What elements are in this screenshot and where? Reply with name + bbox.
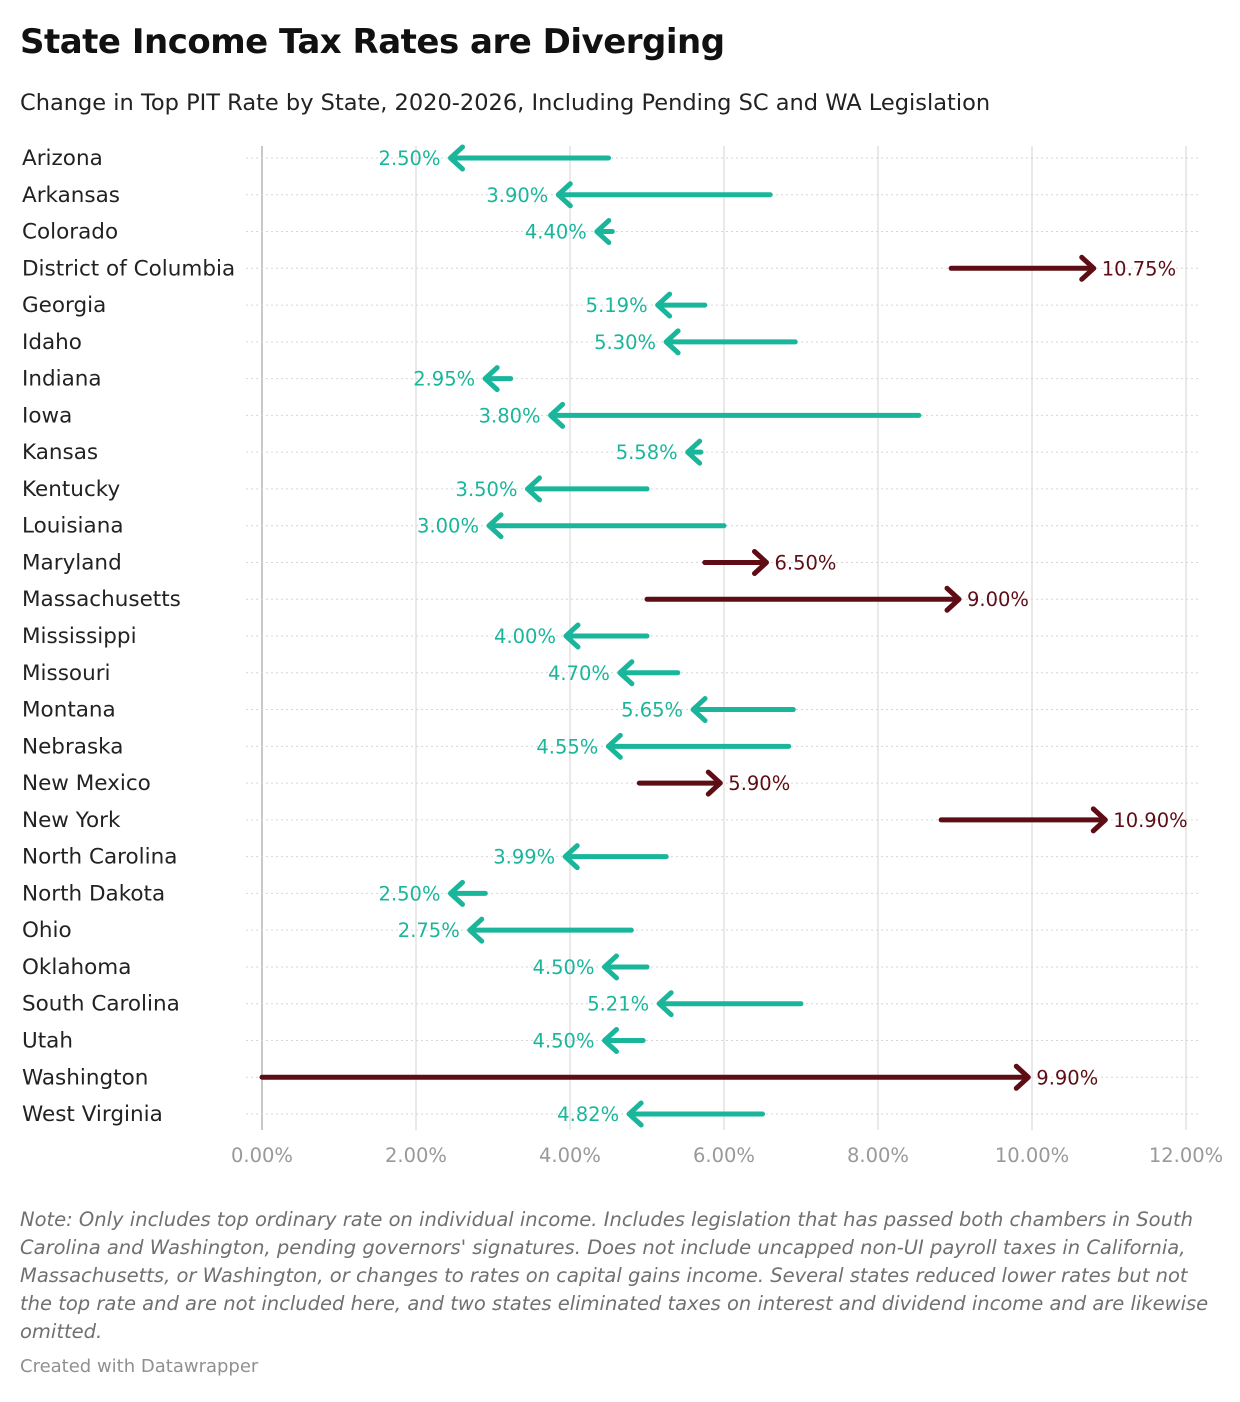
data-label: 4.50%	[533, 1029, 595, 1052]
x-axis: 0.00% 2.00% 4.00% 6.00% 8.00% 10.00% 12.00%	[231, 1144, 1223, 1167]
data-label: 4.70%	[548, 662, 610, 685]
arrow-head	[1013, 1063, 1031, 1091]
state-label: Kentucky	[22, 477, 120, 502]
arrow-head	[617, 659, 635, 687]
x-tick-label: 2.00%	[385, 1144, 447, 1167]
state-label: Louisiana	[22, 514, 124, 539]
arrow-head	[482, 365, 500, 393]
data-label: 4.50%	[533, 956, 595, 979]
data-label: 3.00%	[417, 515, 479, 538]
state-label: Massachusetts	[22, 587, 181, 612]
grid-lines	[246, 146, 1198, 1130]
state-label: Utah	[22, 1028, 73, 1053]
arrow-head	[602, 1026, 619, 1054]
arrow-head	[705, 769, 723, 797]
state-label: Iowa	[22, 403, 72, 428]
data-label: 9.00%	[967, 588, 1029, 611]
arrow-head	[656, 990, 674, 1018]
arrow-head	[602, 953, 619, 981]
state-label: District of Columbia	[22, 256, 235, 281]
arrow-head	[486, 512, 504, 540]
arrow-head	[563, 622, 581, 650]
data-label: 9.90%	[1036, 1066, 1098, 1089]
data-label: 2.50%	[379, 882, 441, 905]
data-label: 10.75%	[1102, 257, 1176, 280]
data-label: 4.55%	[536, 735, 598, 758]
x-tick-label: 4.00%	[539, 1144, 601, 1167]
chart-subtitle: Change in Top PIT Rate by State, 2020-20…	[20, 90, 991, 116]
state-label: Idaho	[22, 330, 82, 355]
state-label: West Virginia	[22, 1102, 163, 1127]
data-label: 4.40%	[525, 221, 587, 244]
data-label: 2.95%	[413, 368, 475, 391]
state-label: North Carolina	[22, 845, 177, 870]
arrow-head	[1090, 806, 1108, 834]
data-label: 5.30%	[594, 331, 656, 354]
arrow-head	[605, 732, 623, 760]
arrow-head	[548, 401, 566, 429]
state-label: New York	[22, 808, 121, 833]
state-label: Ohio	[22, 918, 72, 943]
arrow-head	[562, 843, 580, 871]
state-label: South Carolina	[22, 992, 180, 1017]
x-tick-label: 6.00%	[693, 1144, 755, 1167]
arrow-chart: Arizona 2.50% Arkansas 3.90% Colorado 4.40% Di…	[22, 144, 1223, 1167]
x-tick-label: 8.00%	[847, 1144, 909, 1167]
data-label: 2.75%	[398, 919, 460, 942]
arrow-head	[690, 696, 708, 724]
data-label: 3.90%	[486, 184, 548, 207]
state-label: Missouri	[22, 661, 111, 686]
arrow-head	[448, 879, 465, 907]
state-label: Maryland	[22, 550, 122, 575]
data-label: 5.90%	[728, 772, 790, 795]
data-label: 3.99%	[493, 846, 555, 869]
x-tick-label: 0.00%	[231, 1144, 293, 1167]
arrow-head	[685, 438, 703, 466]
state-label: North Dakota	[22, 881, 165, 906]
data-label: 5.58%	[616, 441, 678, 464]
state-label: Colorado	[22, 220, 118, 245]
arrow-head	[626, 1100, 644, 1128]
arrow-head	[663, 328, 681, 356]
state-label: New Mexico	[22, 771, 151, 796]
data-label: 5.19%	[586, 294, 648, 317]
x-tick-label: 10.00%	[995, 1144, 1069, 1167]
data-label: 2.50%	[379, 147, 441, 170]
chart-rows: Arizona 2.50% Arkansas 3.90% Colorado 4.40% Di…	[22, 144, 1188, 1128]
credit-link[interactable]: Created with Datawrapper	[20, 1356, 259, 1377]
arrow-head	[655, 291, 673, 319]
data-label: 4.82%	[557, 1103, 619, 1126]
arrow-head	[555, 181, 573, 209]
state-label: Kansas	[22, 440, 98, 465]
arrow-head	[944, 585, 962, 613]
data-label: 3.80%	[479, 404, 541, 427]
data-label: 5.65%	[621, 699, 683, 722]
state-label: Montana	[22, 698, 116, 723]
state-label: Arkansas	[22, 183, 120, 208]
state-label: Mississippi	[22, 624, 137, 649]
data-label: 10.90%	[1113, 809, 1187, 832]
state-label: Oklahoma	[22, 955, 131, 980]
arrow-head	[525, 475, 542, 503]
state-label: Georgia	[22, 293, 106, 318]
state-label: Indiana	[22, 367, 102, 392]
arrow-head	[467, 916, 485, 944]
data-label: 5.21%	[587, 993, 649, 1016]
data-label: 4.00%	[494, 625, 556, 648]
arrow-head	[1079, 254, 1097, 282]
x-tick-label: 12.00%	[1149, 1144, 1223, 1167]
state-label: Washington	[22, 1065, 148, 1090]
arrow-head	[752, 548, 769, 576]
footnote: Note: Only includes top ordinary rate on…	[20, 1208, 1209, 1343]
data-label: 3.50%	[456, 478, 518, 501]
arrow-head	[448, 144, 465, 172]
arrow-head	[594, 218, 612, 246]
chart-title: State Income Tax Rates are Diverging	[20, 22, 725, 62]
data-label: 6.50%	[775, 551, 837, 574]
state-label: Arizona	[22, 146, 103, 171]
state-label: Nebraska	[22, 734, 123, 759]
